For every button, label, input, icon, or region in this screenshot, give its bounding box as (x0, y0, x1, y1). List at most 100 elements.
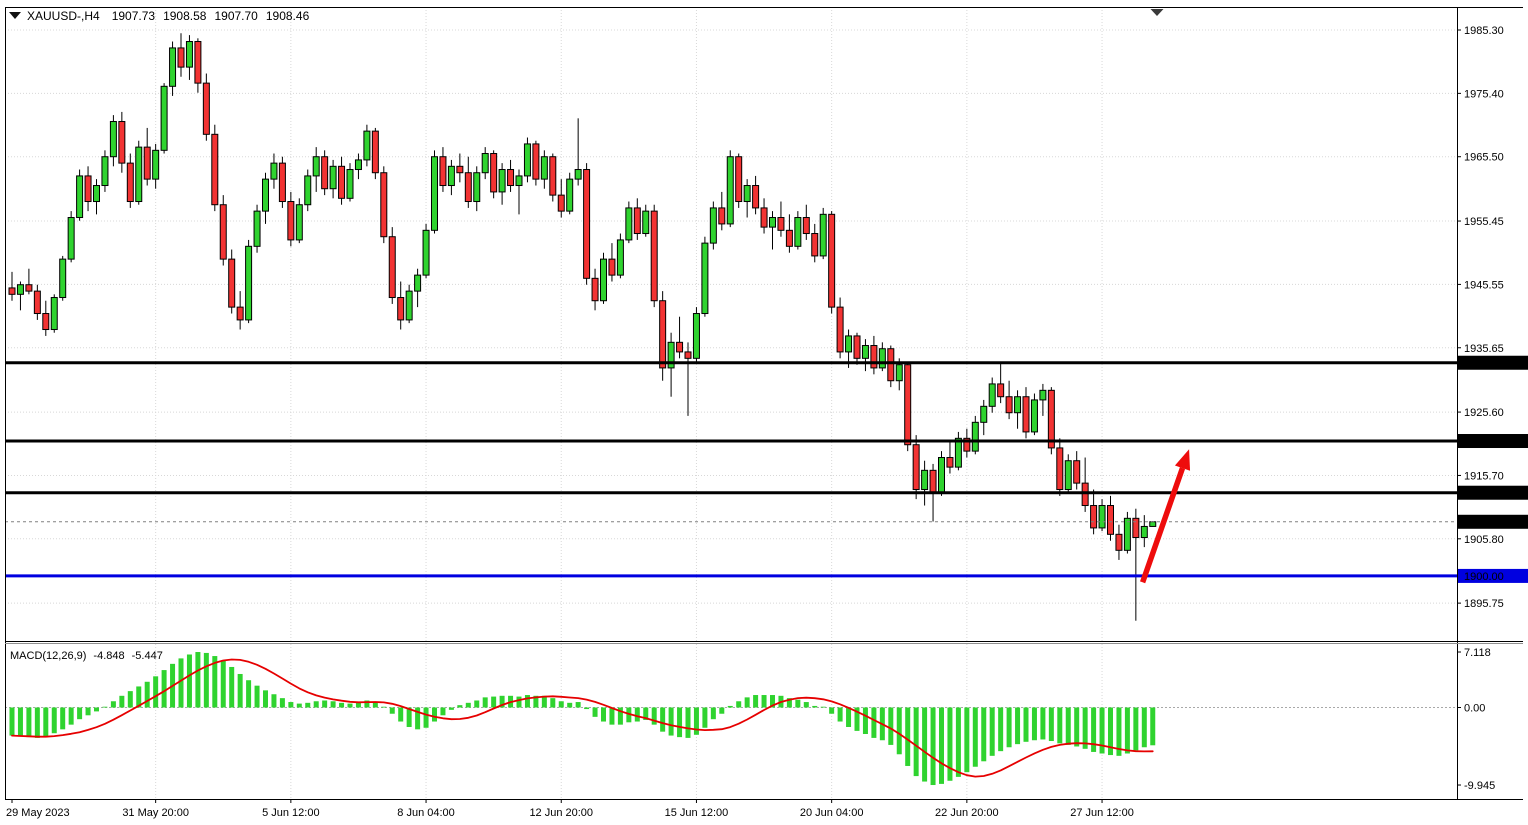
candle-body (819, 213, 827, 257)
price-axis-label: 1925.60 (1464, 407, 1504, 419)
macd-histogram-bar (406, 707, 412, 727)
macd-histogram-bar (423, 707, 429, 728)
macd-histogram-bar (541, 695, 547, 708)
candle-body (709, 207, 717, 244)
candle-body (929, 469, 937, 494)
macd-histogram-bar (457, 705, 463, 708)
level-price-label: 1913.00 (1464, 488, 1504, 500)
macd-histogram-bar (736, 701, 742, 708)
candle-body (853, 335, 861, 359)
trend-arrow-shaft[interactable] (1140, 467, 1186, 584)
macd-histogram-bar (829, 707, 835, 714)
annotations[interactable] (1140, 449, 1191, 584)
candle-body (194, 41, 202, 84)
time-axis-label: 20 Jun 04:00 (800, 807, 864, 819)
level-price-tag (1457, 355, 1528, 370)
macd-histogram-bar (355, 702, 361, 708)
chart-shift-marker-icon[interactable] (1150, 9, 1164, 16)
symbol-label: XAUUSD-,H4 (27, 9, 100, 23)
macd-histogram-bar (271, 694, 277, 708)
candle-body (963, 437, 971, 452)
candle-body (287, 201, 295, 241)
candle-body (642, 210, 650, 235)
candle-body (1123, 517, 1131, 551)
current-price-line-group: 1908.46 (5, 514, 1528, 529)
macd-axis-label: 7.118 (1464, 647, 1491, 659)
macd-histogram-bar (110, 701, 116, 708)
low-value: 1907.70 (214, 9, 258, 23)
candle-body (42, 313, 50, 331)
candle-body (228, 258, 236, 308)
candle-body (557, 194, 565, 212)
candle-body (431, 156, 438, 231)
macd-histogram-bar (17, 707, 23, 737)
price-axis-label: 1945.55 (1464, 279, 1504, 291)
candle-body (67, 217, 75, 260)
macd-histogram-bar (896, 707, 902, 755)
macd-histogram-bar (389, 707, 395, 714)
candle-body (219, 204, 227, 260)
macd-indicator-label: MACD(12,26,9) -4.848 -5.447 (10, 650, 163, 662)
symbol-dropdown-icon[interactable] (9, 12, 21, 19)
macd-histogram-bar (246, 680, 252, 708)
macd-signal-value: -5.447 (132, 650, 163, 662)
candle-body (253, 210, 261, 247)
price-axis-label: 1895.75 (1464, 598, 1504, 610)
macd-histogram-bar (1023, 707, 1029, 742)
candle-body (802, 217, 810, 235)
macd-histogram-bar (229, 666, 235, 708)
candle-body (650, 210, 658, 302)
candle-body (211, 133, 219, 206)
candle-body (498, 169, 506, 193)
close-value: 1908.46 (266, 9, 310, 23)
candle-body (870, 345, 878, 369)
candle-body (828, 213, 836, 308)
level-price-label: 1900.00 (1464, 571, 1504, 583)
macd-histogram-bar (1065, 707, 1071, 745)
horizontal-level-lines[interactable]: 1933.31 1921.08 1913.00 1900.00 (5, 355, 1528, 583)
macd-histogram-bar (237, 673, 243, 708)
macd-histogram-bar (888, 707, 894, 745)
macd-histogram-bar (660, 707, 666, 732)
macd-histogram-bar (263, 690, 268, 708)
time-axis-label: 5 Jun 12:00 (262, 807, 320, 819)
macd-histogram-bar (9, 707, 15, 736)
macd-histogram-bar (85, 707, 91, 716)
macd-histogram-bar (305, 702, 311, 708)
macd-histogram-bar (491, 696, 497, 708)
candle-body (676, 341, 684, 353)
time-axis-label: 27 Jun 12:00 (1070, 807, 1134, 819)
candle-body (93, 185, 100, 203)
trend-arrow-head[interactable] (1174, 449, 1191, 471)
chart-frame (5, 7, 1523, 800)
macd-histogram-bar (922, 707, 928, 782)
candle-body (1047, 389, 1055, 449)
candle-body (507, 169, 515, 187)
macd-histogram-bar (617, 707, 623, 725)
high-value: 1908.58 (163, 9, 207, 23)
macd-histogram-bar (761, 695, 767, 708)
candle-body (861, 345, 869, 359)
candle-body (8, 287, 16, 295)
macd-histogram-bar (668, 707, 674, 736)
macd-histogram-bar (440, 707, 446, 716)
candle-body (684, 351, 692, 359)
macd-histogram-bar (34, 707, 40, 738)
macd-histogram-bar (1074, 707, 1080, 747)
candle-body (1081, 482, 1089, 507)
macd-histogram-bar (947, 707, 953, 781)
macd-histogram-bar (905, 707, 911, 766)
candle-body (625, 207, 633, 241)
macd-histogram-bar (710, 707, 716, 720)
candle-body (600, 258, 607, 302)
macd-histogram-bar (1133, 707, 1139, 751)
axes[interactable]: 1985.30 1975.40 1965.50 1955.45 1945.55 1935.… (6, 25, 1504, 819)
price-axis-label: 1935.65 (1464, 343, 1504, 355)
price-axis-label: 1905.80 (1464, 534, 1504, 546)
candle-body (1039, 389, 1047, 401)
candle-body (811, 233, 819, 257)
macd-histogram-bar (803, 702, 809, 708)
macd-histogram-bar (203, 652, 209, 708)
candle-body (490, 153, 498, 193)
